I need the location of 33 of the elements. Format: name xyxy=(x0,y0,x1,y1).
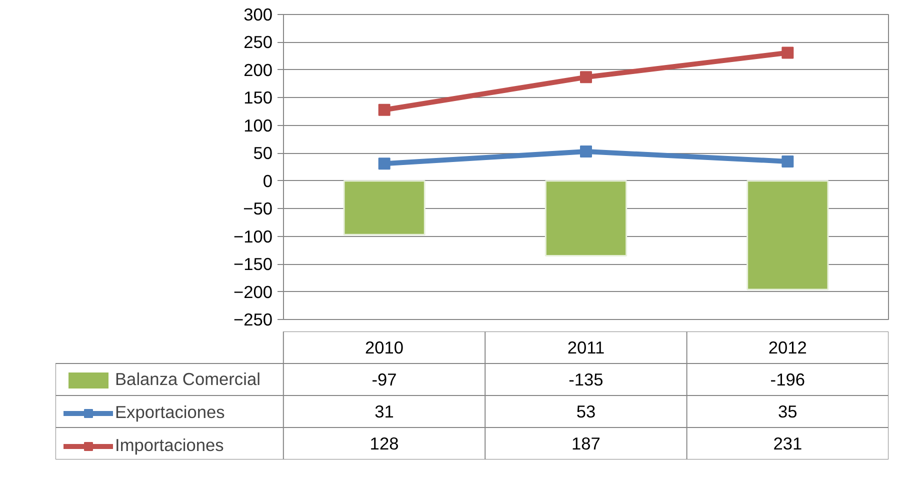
point xyxy=(378,158,390,170)
legend-label: Exportaciones xyxy=(115,402,225,423)
x-tick-label: 2011 xyxy=(567,338,605,358)
y-tick-label: 0 xyxy=(262,170,273,191)
data-label: 53 xyxy=(576,402,596,422)
y-tick-label: 300 xyxy=(244,4,273,24)
y-tick-label: 50 xyxy=(253,143,273,164)
y-tick-label: −150 xyxy=(233,254,272,274)
y-tick-label: 100 xyxy=(244,115,273,136)
data-label: -97 xyxy=(372,370,397,390)
data-label: 128 xyxy=(370,434,399,454)
data-label: 187 xyxy=(572,434,600,454)
y-tick-label: −100 xyxy=(233,226,272,246)
data-label: 31 xyxy=(374,402,394,422)
y-tick-label: 150 xyxy=(244,88,273,108)
y-tick-label: −200 xyxy=(233,282,272,302)
y-tick-label: −50 xyxy=(243,198,273,219)
point xyxy=(782,46,794,59)
data-label: 231 xyxy=(773,434,802,454)
x-tick-label: 2012 xyxy=(768,338,807,358)
legend-label: Importaciones xyxy=(115,435,224,456)
point xyxy=(378,104,390,116)
y-tick-label: 250 xyxy=(244,32,273,52)
x-tick-label: 2010 xyxy=(364,338,404,358)
y-tick-label: 200 xyxy=(244,60,273,80)
legend-label: Balanza Comercial xyxy=(115,369,260,390)
point xyxy=(782,155,794,168)
point xyxy=(580,71,592,84)
data-label: -196 xyxy=(770,370,805,390)
point xyxy=(580,145,592,158)
y-tick-label: −250 xyxy=(233,310,272,330)
data-label: 35 xyxy=(778,402,798,422)
data-label: -135 xyxy=(568,370,604,390)
